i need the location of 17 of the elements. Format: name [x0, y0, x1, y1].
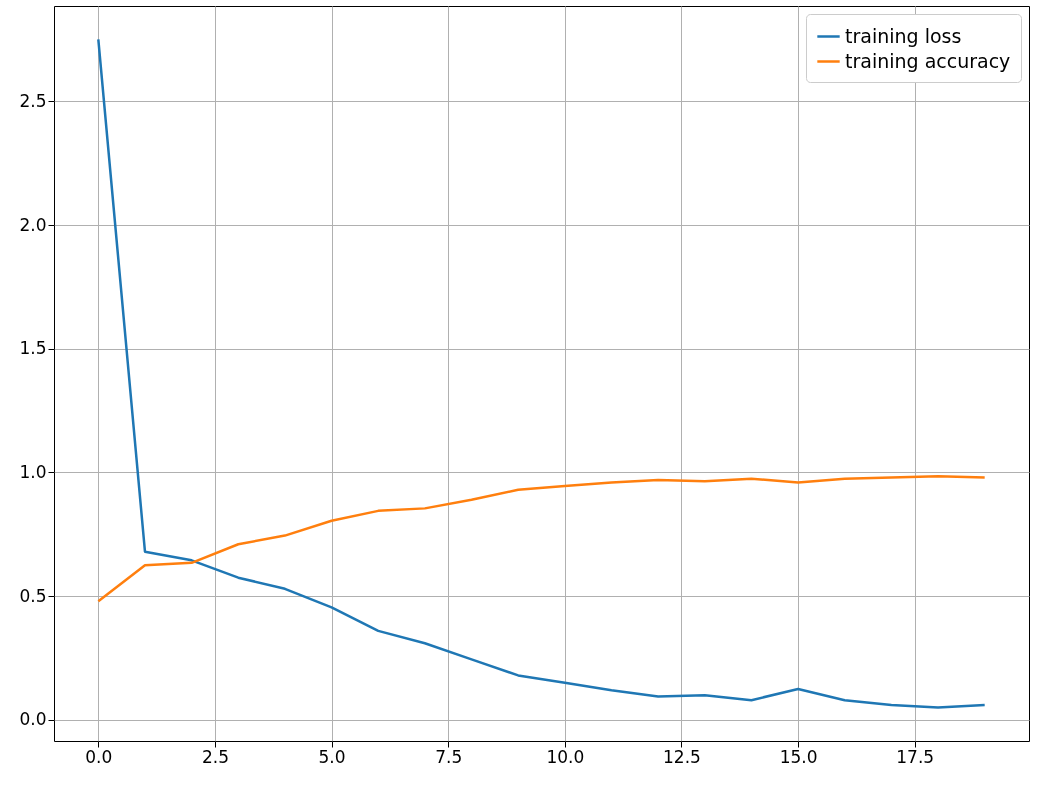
x-tick-label: 17.5 [896, 746, 935, 767]
x-tick-label: 15.0 [779, 746, 818, 767]
y-tick-label: 2.0 [19, 214, 47, 235]
x-tick-label: 0.0 [85, 746, 113, 767]
legend-label: training accuracy [845, 49, 1011, 72]
x-tick-label: 5.0 [318, 746, 346, 767]
x-tick-label: 7.5 [435, 746, 463, 767]
y-tick-label: 1.5 [19, 338, 47, 359]
x-tick-label: 2.5 [201, 746, 229, 767]
y-tick-label: 0.5 [19, 585, 47, 606]
legend-label: training loss [845, 24, 962, 47]
line-series [97, 474, 986, 603]
y-tick-label: 2.5 [19, 90, 47, 111]
x-tick-label: 10.0 [546, 746, 585, 767]
y-tick-label: 0.0 [19, 709, 47, 730]
y-tick-label: 1.0 [19, 461, 47, 482]
x-tick-label: 12.5 [663, 746, 701, 767]
